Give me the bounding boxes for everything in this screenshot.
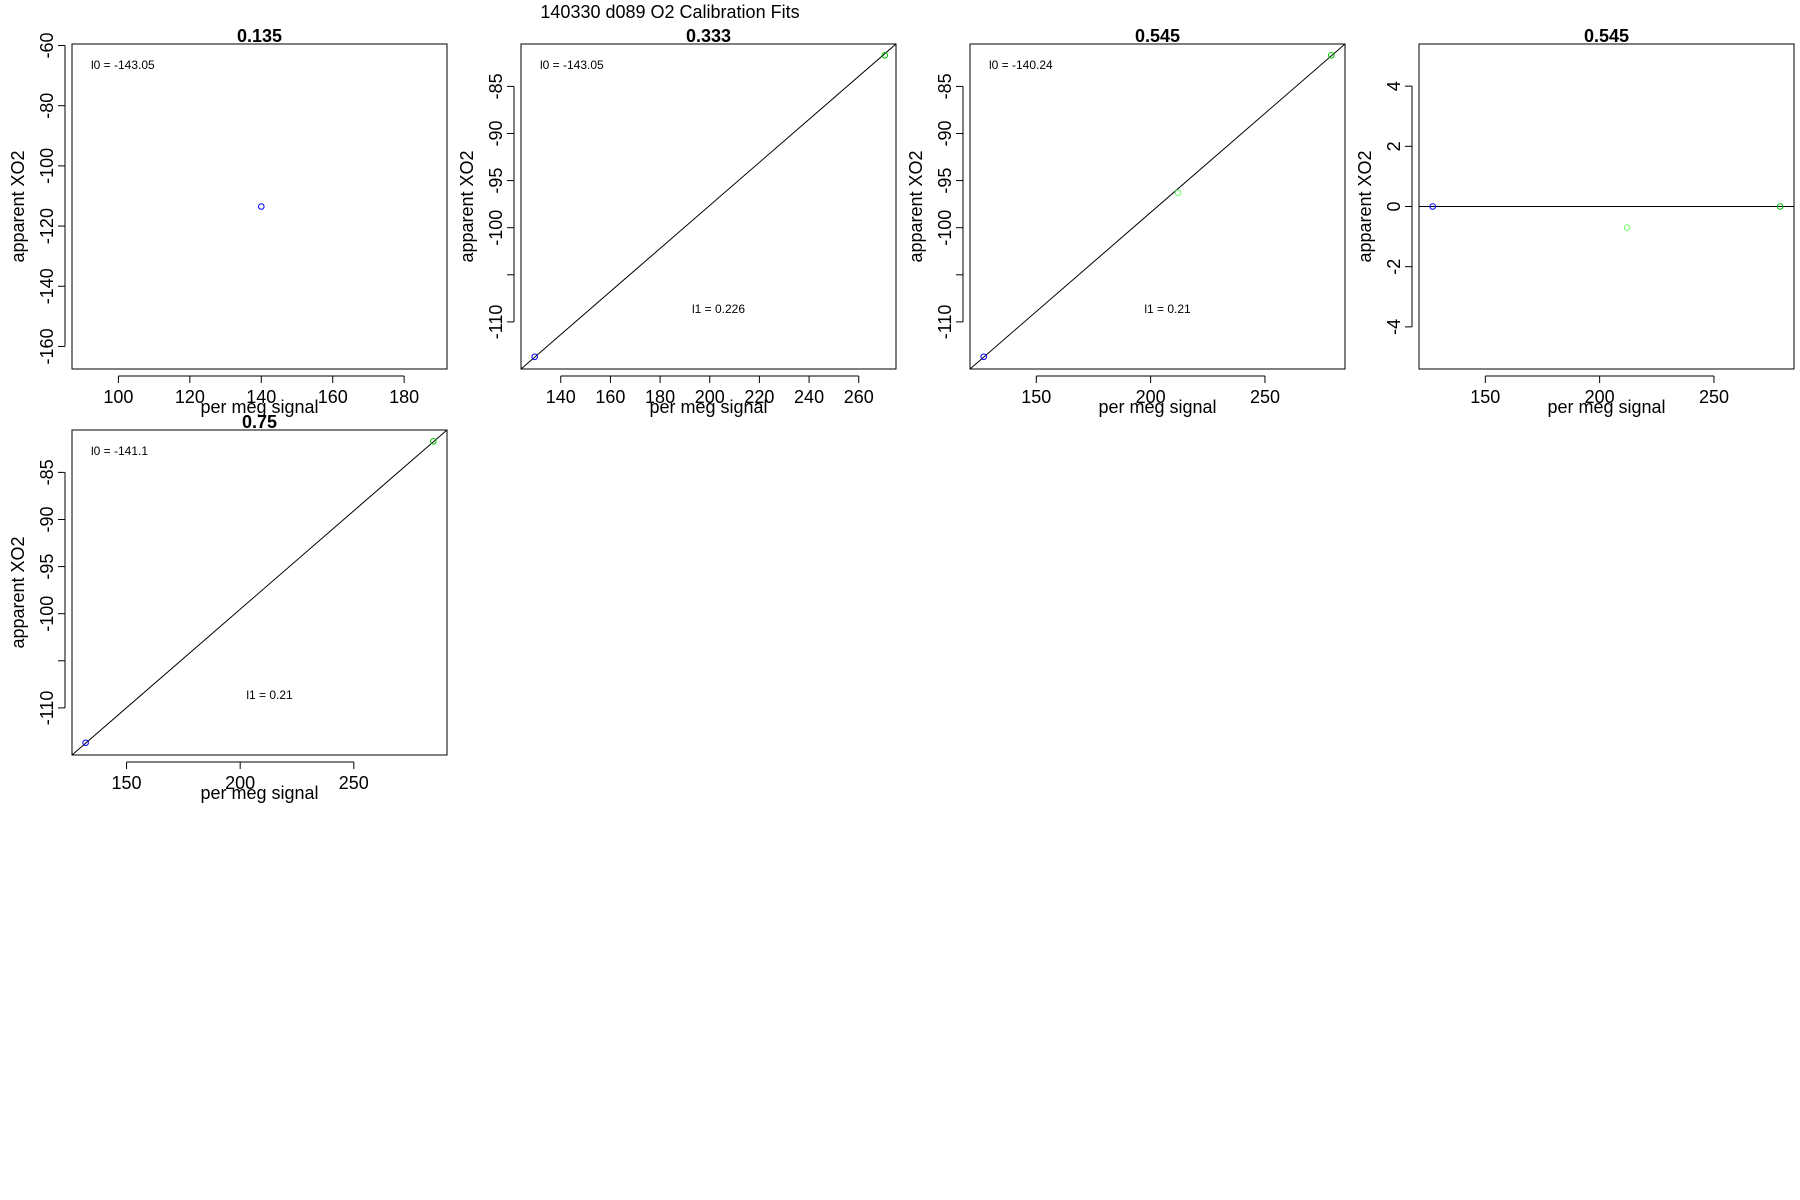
y-tick-label: -90 xyxy=(486,120,506,146)
x-tick-label: 100 xyxy=(103,387,133,407)
y-tick-label: 2 xyxy=(1384,141,1404,151)
x-tick-label: 250 xyxy=(1250,387,1280,407)
x-tick-label: 180 xyxy=(389,387,419,407)
y-tick-label: -100 xyxy=(486,210,506,246)
chart-panel-4: 0.545 150 200 250 per meg signal 4 2 0 -2 -4 appar… xyxy=(1355,26,1795,417)
x-axis-label: per meg signal xyxy=(1547,397,1665,417)
y-tick-label: -100 xyxy=(37,596,57,632)
x-tick-label: 150 xyxy=(1470,387,1500,407)
y-tick-label: -110 xyxy=(935,305,955,340)
y-tick-label: -80 xyxy=(37,93,57,119)
slope-annotation: l1 = 0.226 xyxy=(692,302,745,316)
y-tick-label: -140 xyxy=(37,268,57,304)
data-point xyxy=(257,203,265,210)
data-point xyxy=(1429,203,1437,210)
data-point xyxy=(531,353,538,361)
slope-annotation: l1 = 0.21 xyxy=(1144,302,1191,316)
y-tick-label: -90 xyxy=(37,506,57,532)
fit-line xyxy=(521,44,896,369)
y-axis-label: apparent XO2 xyxy=(1355,150,1375,262)
y-tick-label: -100 xyxy=(935,210,955,246)
chart-panel-1: 0.135 100 120 140 160 180 per meg signal -60 -80… xyxy=(8,26,448,417)
y-tick-label: -120 xyxy=(37,208,57,244)
y-tick-label: 4 xyxy=(1384,81,1404,91)
chart-panel-2: 0.333 140 160 180 200 220 240 260 per meg signal… xyxy=(457,26,897,417)
x-tick-label: 240 xyxy=(794,387,824,407)
x-tick-label: 140 xyxy=(546,387,576,407)
y-tick-label: -85 xyxy=(935,73,955,99)
y-tick-label: -110 xyxy=(486,305,506,340)
y-tick-label: -60 xyxy=(37,32,57,58)
data-point xyxy=(1327,52,1335,59)
y-tick-label: -95 xyxy=(486,168,506,194)
y-tick-label: 0 xyxy=(1384,201,1404,211)
panel-title: 0.545 xyxy=(1135,26,1180,46)
panel-title: 0.333 xyxy=(686,26,731,46)
intercept-annotation: l0 = -143.05 xyxy=(91,58,155,72)
fit-line xyxy=(970,44,1345,369)
x-axis-label: per meg signal xyxy=(200,397,318,417)
y-tick-label: -90 xyxy=(935,120,955,146)
y-tick-label: -4 xyxy=(1384,319,1404,335)
x-tick-label: 160 xyxy=(595,387,625,407)
y-tick-label: -110 xyxy=(37,691,57,726)
y-tick-label: -160 xyxy=(37,328,57,364)
y-axis-label: apparent XO2 xyxy=(457,150,477,262)
y-axis-label: apparent XO2 xyxy=(8,150,28,262)
x-tick-label: 220 xyxy=(744,387,774,407)
y-tick-label: -2 xyxy=(1384,259,1404,275)
y-tick-label: -95 xyxy=(37,554,57,580)
y-axis-label: apparent XO2 xyxy=(906,150,926,262)
intercept-annotation: l0 = -143.05 xyxy=(540,58,604,72)
x-tick-label: 260 xyxy=(844,387,874,407)
x-tick-label: 150 xyxy=(1021,387,1051,407)
data-point xyxy=(430,438,437,445)
x-tick-label: 250 xyxy=(339,773,369,793)
x-tick-label: 120 xyxy=(175,387,205,407)
data-point xyxy=(980,353,988,361)
data-point xyxy=(881,52,889,59)
plot-frame xyxy=(71,429,448,756)
fit-line xyxy=(72,430,447,755)
panel-title: 0.135 xyxy=(237,26,282,46)
intercept-annotation: l0 = -141.1 xyxy=(91,444,148,458)
y-tick-label: -95 xyxy=(935,168,955,194)
data-point xyxy=(1174,189,1182,197)
y-axis-label: apparent XO2 xyxy=(8,536,28,648)
plot-frame xyxy=(520,43,897,370)
x-axis-label: per meg signal xyxy=(200,783,318,803)
x-tick-label: 200 xyxy=(1585,387,1615,407)
chart-panel-5: 0.75 150 200 250 per meg signal -85 -90 -95 -100… xyxy=(8,412,448,803)
data-point xyxy=(1776,203,1784,210)
x-axis-label: per meg signal xyxy=(1098,397,1216,417)
x-tick-label: 180 xyxy=(645,387,675,407)
x-axis-label: per meg signal xyxy=(649,397,767,417)
x-tick-label: 200 xyxy=(695,387,725,407)
panel-title: 0.75 xyxy=(242,412,277,432)
x-tick-label: 200 xyxy=(1136,387,1166,407)
y-tick-label: -100 xyxy=(37,148,57,184)
data-point xyxy=(82,739,89,747)
panel-title: 0.545 xyxy=(1584,26,1629,46)
y-tick-label: -85 xyxy=(37,459,57,485)
y-tick-label: -85 xyxy=(486,73,506,99)
x-tick-label: 250 xyxy=(1699,387,1729,407)
plot-frame xyxy=(71,43,448,370)
slope-annotation: l1 = 0.21 xyxy=(246,688,293,702)
intercept-annotation: l0 = -140.24 xyxy=(989,58,1053,72)
x-tick-label: 160 xyxy=(318,387,348,407)
plot-frame xyxy=(969,43,1346,370)
chart-panel-3: 0.545 150 200 250 per meg signal -85 -90 -95 -10… xyxy=(906,26,1346,417)
data-point xyxy=(1623,224,1631,231)
x-tick-label: 200 xyxy=(225,773,255,793)
x-tick-label: 140 xyxy=(246,387,276,407)
x-tick-label: 150 xyxy=(112,773,142,793)
figure-title: 140330 d089 O2 Calibration Fits xyxy=(540,2,799,22)
